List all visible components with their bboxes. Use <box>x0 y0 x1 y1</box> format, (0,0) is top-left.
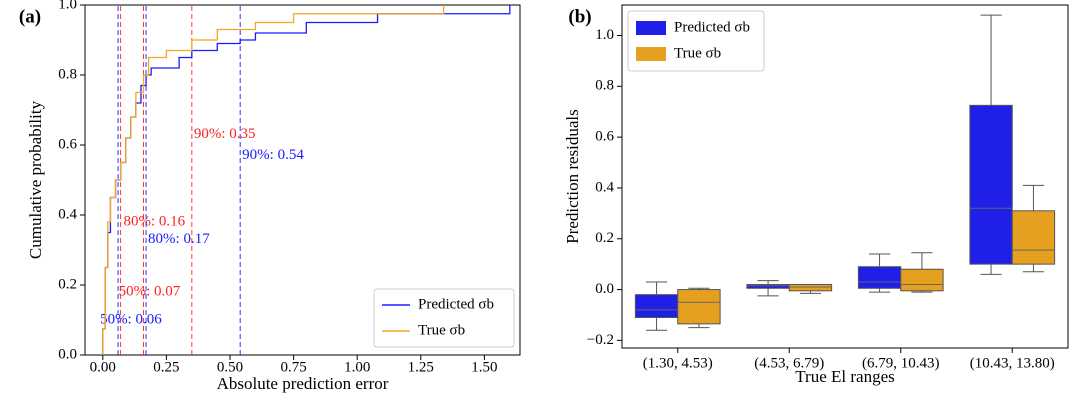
y-tick-label: 0.8 <box>595 78 614 94</box>
x-tick-label: (10.43, 13.80) <box>970 355 1055 371</box>
box <box>1011 210 1056 265</box>
y-tick-label: 0.2 <box>595 230 614 246</box>
ecdf-line <box>102 5 445 355</box>
legend-label: Predicted σb <box>418 296 494 312</box>
box <box>746 283 790 289</box>
y-axis-label: Cumulative probability <box>26 100 45 259</box>
box <box>788 283 833 292</box>
annotation: 80%: 0.17 <box>148 231 210 247</box>
annotation: 90%: 0.54 <box>242 147 304 163</box>
box <box>677 289 721 325</box>
legend-label: True σb <box>674 45 721 61</box>
x-tick-label: (4.53, 6.79) <box>754 355 824 371</box>
y-tick-label: 1.0 <box>595 27 614 43</box>
x-tick-label: (6.79, 10.43) <box>862 355 940 371</box>
y-tick-label: 0.2 <box>58 276 77 292</box>
plot-frame <box>621 4 1069 349</box>
y-tick-label: 1.0 <box>58 0 77 12</box>
annotation: 50%: 0.07 <box>119 283 181 299</box>
box <box>969 104 1013 265</box>
annotation: 90%: 0.35 <box>194 126 256 142</box>
y-tick-label: 0.6 <box>595 129 614 145</box>
legend-label: True σb <box>418 322 465 338</box>
box <box>634 294 679 319</box>
x-axis-label: Absolute prediction error <box>217 374 389 393</box>
x-tick-label: 0.00 <box>90 359 116 375</box>
panel-label: (a) <box>19 6 41 27</box>
panel-label: (b) <box>568 6 591 27</box>
x-tick-label: (1.30, 4.53) <box>643 355 713 371</box>
y-tick-label: −0.2 <box>587 332 614 348</box>
y-tick-label: 0.0 <box>595 281 614 297</box>
box <box>857 266 902 289</box>
y-tick-label: 0.8 <box>58 66 77 82</box>
legend-swatch <box>636 47 666 61</box>
legend-swatch <box>636 21 666 35</box>
legend-label: Predicted σb <box>674 19 750 35</box>
legend-box <box>373 288 515 348</box>
x-tick-label: 1.50 <box>471 359 497 375</box>
plot-frame <box>84 4 521 356</box>
annotation: 50%: 0.06 <box>100 311 162 327</box>
x-tick-label: 0.25 <box>153 359 179 375</box>
x-tick-label: 1.00 <box>344 359 370 375</box>
x-tick-label: 0.75 <box>280 359 306 375</box>
y-tick-label: 0.6 <box>58 136 77 152</box>
x-axis-label: True El ranges <box>795 367 894 386</box>
x-tick-label: 0.50 <box>217 359 243 375</box>
y-tick-label: 0.4 <box>58 206 77 222</box>
x-tick-label: 1.25 <box>408 359 434 375</box>
annotation: 80%: 0.16 <box>124 213 186 229</box>
y-axis-label: Prediction residuals <box>563 109 582 244</box>
box <box>900 268 944 292</box>
y-tick-label: 0.0 <box>58 346 77 362</box>
y-tick-label: 0.4 <box>595 179 614 195</box>
